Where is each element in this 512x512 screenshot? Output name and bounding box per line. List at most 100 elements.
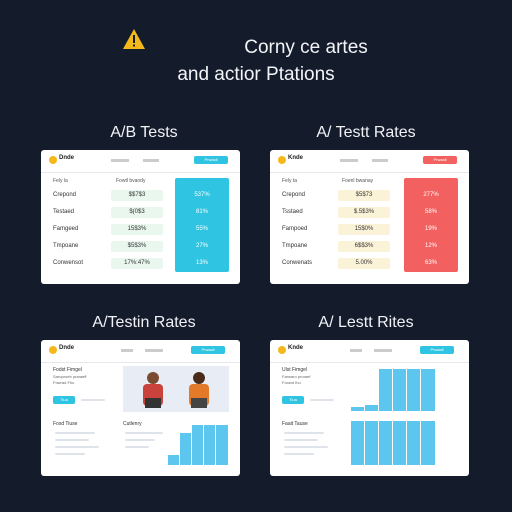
ab-tests-card: Dnde Prwaall Fely la Fowtl bvandy Crepon… — [41, 150, 240, 284]
rate-value: 63% — [424, 260, 437, 266]
row-label: Tmpoane — [53, 243, 79, 249]
test-rates-card: Knde Prwaall Fely ta Foenl bwanay Crepon… — [270, 150, 469, 284]
logo-icon — [49, 156, 57, 164]
top-action-button[interactable]: Prwaall — [423, 156, 457, 164]
value-pill: 15$0% — [338, 224, 390, 235]
row-label: Fampoed — [282, 226, 308, 232]
lest-rites-card: Knde Prwaall Ulst Fimgel Farwaro proraef… — [270, 340, 469, 476]
logo-icon — [49, 346, 57, 354]
brand-name: Dnde — [59, 345, 74, 351]
value-pill: $.5$3% — [338, 207, 390, 218]
hero-subtitle: Foowd Ihu — [282, 380, 301, 385]
card-topbar: Dnde Prwaall — [41, 150, 240, 173]
hero-subtitle: Fowrad Fhu — [53, 380, 75, 385]
results-highlight-column — [175, 178, 229, 272]
hero-title: Ulst Fimgel — [282, 367, 308, 373]
headline-line-2: and actior Ptations — [177, 64, 335, 85]
text-placeholder — [284, 439, 318, 441]
nav-item[interactable] — [340, 159, 358, 162]
row-label: Testaed — [53, 209, 75, 215]
card-topbar: Knde Prwaall — [270, 340, 469, 363]
row-label: Tmpoane — [282, 243, 308, 249]
people-illustration — [123, 366, 229, 412]
logo-icon — [278, 156, 286, 164]
section-title-top-left: A/B Tests — [110, 124, 178, 141]
logo-icon — [278, 346, 286, 354]
section-label: Fosd Tiuse — [53, 421, 78, 427]
headline-line-1: Corny ce artes — [244, 37, 368, 58]
text-placeholder — [310, 399, 334, 401]
text-placeholder — [81, 399, 105, 401]
hero-subtitle: Saroproeb praraeff — [53, 374, 87, 379]
rate-value: 12% — [424, 243, 437, 249]
cta-button[interactable]: Tiua — [53, 396, 75, 404]
text-placeholder — [125, 432, 163, 434]
value-pill: $5$3% — [111, 241, 163, 252]
hero-subtitle: Farwaro proraef — [282, 374, 311, 379]
rate-value: 55% — [195, 226, 208, 232]
nav-item[interactable] — [374, 349, 392, 352]
top-action-button[interactable]: Prwaall — [194, 156, 228, 164]
section-title-top-right: A/ Testt Rates — [316, 124, 416, 141]
nav-item[interactable] — [143, 159, 159, 162]
text-placeholder — [55, 453, 85, 455]
row-label: Conwenats — [282, 260, 313, 266]
row-label: Crepond — [53, 192, 77, 198]
row-label: Conwensot — [53, 260, 84, 266]
value-pill: $$7$3 — [111, 190, 163, 201]
brand-name: Knde — [288, 345, 303, 351]
row-label: Tsstaed — [282, 209, 303, 215]
value-pill: 15$3% — [111, 224, 163, 235]
section-title-bottom-right: A/ Lestt Rites — [318, 314, 414, 331]
column-header: Foenl bwanay — [342, 178, 374, 184]
nav-item[interactable] — [111, 159, 129, 162]
card-topbar: Dnde Prwaall — [41, 340, 240, 363]
row-label: Famgeed — [53, 226, 79, 232]
rate-value: 537% — [194, 192, 210, 198]
text-placeholder — [284, 453, 314, 455]
text-placeholder — [55, 432, 95, 434]
value-pill: 5.00% — [338, 258, 390, 269]
chart-bar — [420, 420, 436, 466]
column-header: Fely la — [53, 178, 68, 184]
top-action-button[interactable]: Prwaall — [191, 346, 225, 354]
row-label: Crepond — [282, 192, 306, 198]
rate-value: 58% — [424, 209, 437, 215]
text-placeholder — [55, 439, 89, 441]
value-pill: 17%:47% — [111, 258, 163, 269]
rate-value: 27% — [195, 243, 208, 249]
chart-bar — [215, 424, 229, 466]
rate-value: 19% — [424, 226, 437, 232]
nav-item[interactable] — [372, 159, 388, 162]
brand-name: Dnde — [59, 155, 74, 161]
value-pill: 6$$3% — [338, 241, 390, 252]
brand-name: Knde — [288, 155, 303, 161]
nav-item[interactable] — [121, 349, 133, 352]
top-action-button[interactable]: Prwaall — [420, 346, 454, 354]
results-highlight-column — [404, 178, 458, 272]
card-topbar: Knde Prwaall — [270, 150, 469, 173]
text-placeholder — [125, 439, 155, 441]
value-pill: $5$73 — [338, 190, 390, 201]
section-label: Faait Tause — [282, 421, 308, 427]
value-pill: $(0$3 — [111, 207, 163, 218]
rate-value: 13% — [195, 260, 208, 266]
rate-value: 277% — [423, 192, 439, 198]
column-header: Fowtl bvandy — [116, 178, 146, 184]
warning-icon — [123, 29, 145, 49]
cta-button[interactable]: Tiua — [282, 396, 304, 404]
section-label: Cutlenry — [123, 421, 142, 427]
hero-image — [123, 366, 229, 412]
chart-bar — [420, 368, 436, 412]
text-placeholder — [284, 446, 328, 448]
text-placeholder — [125, 446, 149, 448]
column-header: Fely ta — [282, 178, 298, 184]
nav-item[interactable] — [350, 349, 362, 352]
text-placeholder — [55, 446, 99, 448]
section-title-bottom-left: A/Testin Rates — [92, 314, 196, 331]
nav-item[interactable] — [145, 349, 163, 352]
testing-rates-card: Dnde Prwaall Fodst Fimgel Saroproeb prar… — [41, 340, 240, 476]
rate-value: 81% — [195, 209, 208, 215]
text-placeholder — [284, 432, 324, 434]
hero-title: Fodst Fimgel — [53, 367, 82, 373]
